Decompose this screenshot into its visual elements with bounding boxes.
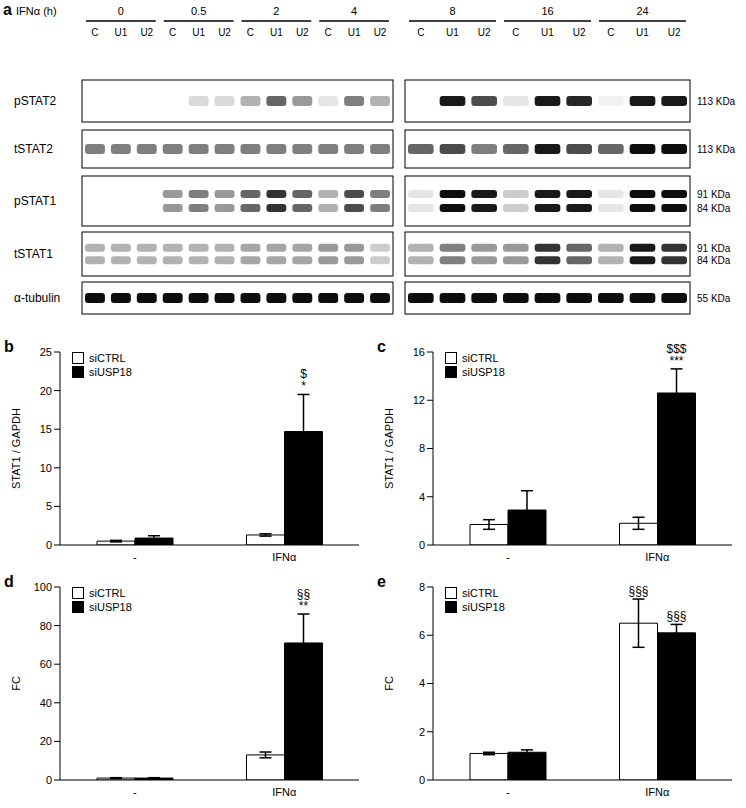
- svg-text:pSTAT1: pSTAT1: [14, 194, 57, 208]
- svg-text:IFNα: IFNα: [645, 551, 670, 563]
- svg-text:-: -: [133, 786, 137, 798]
- svg-text:20: 20: [40, 385, 52, 397]
- svg-text:8: 8: [419, 581, 425, 593]
- svg-text:C: C: [325, 27, 332, 38]
- svg-text:IFNα: IFNα: [645, 786, 670, 798]
- svg-text:40: 40: [40, 697, 52, 709]
- html-text:b: b: [4, 338, 14, 355]
- svg-text:8: 8: [419, 442, 425, 454]
- svg-text:U2: U2: [296, 27, 309, 38]
- svg-text:§§§: §§§: [628, 584, 648, 598]
- html-text:siUSP18: siUSP18: [462, 366, 505, 378]
- svg-text:16: 16: [541, 5, 553, 17]
- svg-text:60: 60: [40, 658, 52, 670]
- svg-text:16: 16: [413, 346, 425, 358]
- html-text:siCTRL: siCTRL: [462, 587, 499, 599]
- svg-text:20: 20: [40, 735, 52, 747]
- svg-text:55 KDa: 55 KDa: [697, 293, 731, 304]
- svg-text:C: C: [169, 27, 176, 38]
- html-text:siUSP18: siUSP18: [462, 601, 505, 613]
- svg-text:**: **: [299, 599, 309, 613]
- svg-text:100: 100: [34, 581, 52, 593]
- html-text:siUSP18: siUSP18: [89, 366, 132, 378]
- svg-text:C: C: [417, 27, 424, 38]
- svg-text:tSTAT1: tSTAT1: [14, 247, 53, 261]
- svg-text:91 KDa: 91 KDa: [697, 189, 731, 200]
- svg-text:6: 6: [419, 629, 425, 641]
- svg-text:U2: U2: [668, 27, 681, 38]
- svg-text:4: 4: [419, 491, 425, 503]
- svg-text:STAT1 / GAPDH: STAT1 / GAPDH: [383, 408, 395, 489]
- svg-text:U1: U1: [114, 27, 127, 38]
- svg-text:4: 4: [351, 5, 357, 17]
- svg-text:15: 15: [40, 423, 52, 435]
- svg-text:24: 24: [636, 5, 648, 17]
- svg-text:0: 0: [46, 539, 52, 551]
- svg-text:U1: U1: [446, 27, 459, 38]
- svg-text:*: *: [301, 379, 306, 393]
- svg-text:STAT1 / GAPDH: STAT1 / GAPDH: [10, 408, 22, 489]
- svg-text:0: 0: [419, 774, 425, 786]
- svg-text:-: -: [506, 551, 510, 563]
- svg-text:12: 12: [413, 394, 425, 406]
- svg-text:FC: FC: [10, 676, 22, 691]
- html-text:e: e: [377, 573, 386, 590]
- svg-text:10: 10: [40, 462, 52, 474]
- svg-text:pSTAT2: pSTAT2: [14, 94, 57, 108]
- svg-text:8: 8: [449, 5, 455, 17]
- svg-text:U1: U1: [348, 27, 361, 38]
- svg-text:5: 5: [46, 500, 52, 512]
- svg-text:tSTAT2: tSTAT2: [14, 142, 53, 156]
- svg-text:0: 0: [46, 774, 52, 786]
- svg-text:C: C: [512, 27, 519, 38]
- svg-text:***: ***: [669, 354, 683, 368]
- svg-text:113 KDa: 113 KDa: [697, 96, 736, 107]
- svg-text:-: -: [506, 786, 510, 798]
- svg-text:-: -: [133, 551, 137, 563]
- svg-text:IFNα: IFNα: [272, 786, 297, 798]
- svg-text:IFNα: IFNα: [272, 551, 297, 563]
- svg-text:25: 25: [40, 346, 52, 358]
- svg-text:113 KDa: 113 KDa: [697, 144, 736, 155]
- svg-text:§§§: §§§: [666, 609, 686, 623]
- svg-text:2: 2: [419, 726, 425, 738]
- svg-text:U2: U2: [478, 27, 491, 38]
- svg-text:U1: U1: [270, 27, 283, 38]
- svg-text:U1: U1: [541, 27, 554, 38]
- svg-text:U1: U1: [192, 27, 205, 38]
- svg-text:0: 0: [419, 539, 425, 551]
- html-text:siCTRL: siCTRL: [89, 587, 126, 599]
- html-text:c: c: [377, 338, 386, 355]
- svg-text:a: a: [3, 1, 12, 18]
- svg-text:91 KDa: 91 KDa: [697, 243, 731, 254]
- html-text:siCTRL: siCTRL: [89, 352, 126, 364]
- html-text:d: d: [4, 573, 14, 590]
- svg-text:FC: FC: [383, 676, 395, 691]
- svg-text:U2: U2: [573, 27, 586, 38]
- svg-text:IFNα (h): IFNα (h): [16, 5, 57, 17]
- svg-text:4: 4: [419, 677, 425, 689]
- svg-text:0.5: 0.5: [191, 5, 206, 17]
- svg-text:U2: U2: [374, 27, 387, 38]
- svg-text:0: 0: [118, 5, 124, 17]
- svg-text:C: C: [247, 27, 254, 38]
- svg-text:80: 80: [40, 620, 52, 632]
- svg-text:U2: U2: [218, 27, 231, 38]
- html-text:siCTRL: siCTRL: [462, 352, 499, 364]
- svg-text:84 KDa: 84 KDa: [697, 203, 731, 214]
- svg-text:U1: U1: [636, 27, 649, 38]
- svg-text:C: C: [91, 27, 98, 38]
- svg-text:C: C: [607, 27, 614, 38]
- html-text:siUSP18: siUSP18: [89, 601, 132, 613]
- svg-text:α-tubulin: α-tubulin: [14, 291, 60, 305]
- svg-text:84 KDa: 84 KDa: [697, 255, 731, 266]
- svg-text:U2: U2: [140, 27, 153, 38]
- svg-text:2: 2: [273, 5, 279, 17]
